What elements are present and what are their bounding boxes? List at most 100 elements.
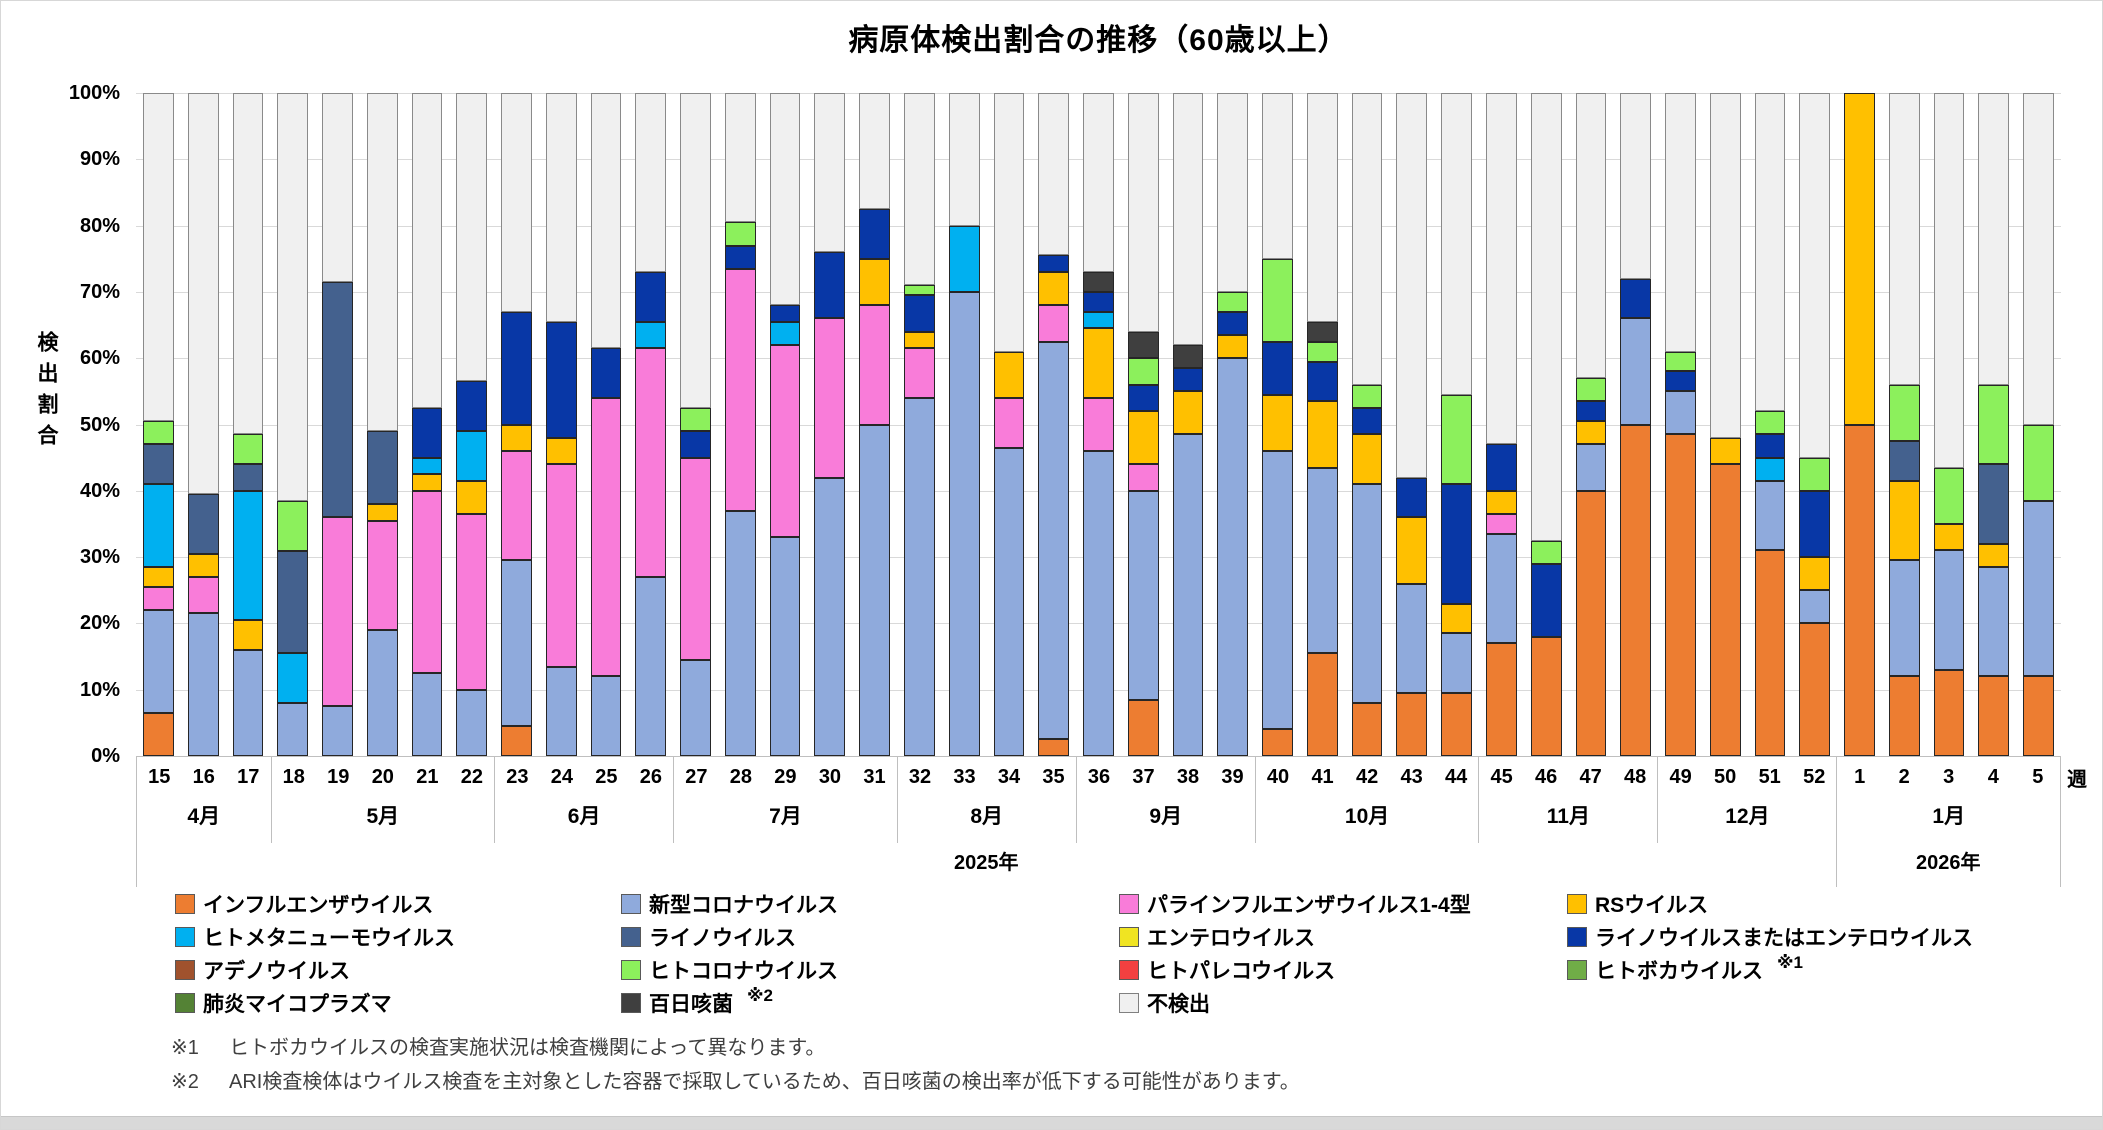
week-label-19: 19 xyxy=(327,765,350,788)
bar-week-23 xyxy=(494,93,539,756)
segment-flu xyxy=(1485,643,1517,756)
segment-rhino_entero xyxy=(1799,490,1831,558)
month-label-6月: 6月 xyxy=(567,805,601,828)
month-group-7月: 27 28 29 30 31 7月 xyxy=(673,757,897,843)
segment-rs xyxy=(501,424,532,452)
segment-covid xyxy=(1083,451,1114,756)
week-numbers: 40 41 42 43 44 xyxy=(1256,757,1479,797)
segment-para xyxy=(1127,464,1159,491)
segment-para xyxy=(501,451,532,561)
segment-covid xyxy=(1441,633,1472,694)
segment-none xyxy=(859,93,891,210)
y-tick-0: 0% xyxy=(91,745,120,767)
segment-rs xyxy=(1709,437,1741,465)
segment-hcov xyxy=(1754,411,1786,435)
segment-rhino_entero xyxy=(1083,291,1114,312)
segment-rhino xyxy=(1888,441,1920,481)
segment-none xyxy=(456,93,488,382)
stacked-bar xyxy=(411,93,443,756)
segment-none xyxy=(635,93,667,273)
segment-para xyxy=(411,490,443,674)
week-label-42: 42 xyxy=(1355,765,1379,788)
segment-none xyxy=(1441,93,1472,395)
legend-label-boca: ヒトボカウイルス xyxy=(1595,959,1763,983)
legend-note-boca: ※1 xyxy=(1777,952,1803,972)
segment-none xyxy=(1351,93,1383,385)
segment-flu xyxy=(1888,676,1920,756)
stacked-bar xyxy=(993,93,1025,756)
segment-flu xyxy=(1709,464,1741,756)
segment-rhino xyxy=(322,281,353,518)
segment-none xyxy=(993,93,1025,352)
segment-none xyxy=(1396,93,1428,478)
segment-rhino_entero xyxy=(545,321,577,438)
stacked-bar xyxy=(1620,93,1652,756)
segment-covid xyxy=(904,397,935,756)
segment-para xyxy=(1038,305,1070,342)
bar-week-27 xyxy=(673,93,718,756)
segment-covid xyxy=(456,689,488,756)
week-label-25: 25 xyxy=(595,765,618,788)
legend-swatch-pert xyxy=(621,992,641,1013)
bar-week-25 xyxy=(584,93,629,756)
segment-hcov xyxy=(724,222,756,246)
legend-label-none: 不検出 xyxy=(1147,992,1210,1016)
segment-none xyxy=(1799,93,1831,458)
stacked-bar xyxy=(1933,93,1965,756)
segment-hcov xyxy=(1665,351,1696,372)
legend-item-pert: 百日咳菌 ※2 xyxy=(621,986,1119,1019)
segment-hcov xyxy=(1799,457,1831,491)
segment-rhino_entero xyxy=(590,348,622,398)
bar-week-32 xyxy=(897,93,942,756)
bar-week-39 xyxy=(1210,93,1255,756)
legend-label-rs: RSウイルス xyxy=(1595,893,1709,917)
month-group-12月: 49 50 51 52 12月 xyxy=(1657,757,1836,843)
segment-para xyxy=(1083,398,1114,452)
stacked-bar xyxy=(1665,93,1696,756)
stacked-bar xyxy=(1441,93,1472,756)
legend-label-adeno: アデノウイルス xyxy=(203,959,350,983)
y-tick-100: 100% xyxy=(68,82,120,104)
segment-rs xyxy=(366,504,398,521)
segment-none xyxy=(143,93,174,422)
legend-label-hcov: ヒトコロナウイルス xyxy=(649,959,838,983)
segment-para xyxy=(187,577,219,614)
segment-flu xyxy=(1038,739,1070,756)
segment-hmpv xyxy=(456,431,488,481)
x-axis-year-row: 2025年 2026年 xyxy=(136,843,2061,887)
week-label-31: 31 xyxy=(863,765,886,788)
segment-covid xyxy=(1888,560,1920,677)
stacked-bar xyxy=(724,93,756,756)
segment-hcov xyxy=(277,500,309,551)
stacked-bar xyxy=(232,93,264,756)
bar-week-31 xyxy=(852,93,897,756)
week-label-49: 49 xyxy=(1669,765,1692,788)
segment-none xyxy=(948,93,980,226)
bars-container xyxy=(136,93,2061,756)
bar-week-47 xyxy=(1569,93,1614,756)
legend-swatch-boca xyxy=(1567,959,1587,980)
segment-rhino_entero xyxy=(1172,368,1204,392)
segment-rhino_entero xyxy=(1530,563,1562,637)
bar-week-30 xyxy=(807,93,852,756)
segment-covid xyxy=(545,666,577,756)
segment-covid xyxy=(1575,444,1607,491)
segment-hcov xyxy=(1888,384,1920,442)
stacked-bar xyxy=(680,93,711,756)
stacked-bar xyxy=(1083,93,1114,756)
legend-item-para: パラインフルエンザウイルス1-4型 xyxy=(1119,887,1567,920)
week-label-21: 21 xyxy=(416,765,439,788)
segment-pert xyxy=(1083,272,1114,292)
segment-hmpv xyxy=(769,321,801,345)
segment-hcov xyxy=(1441,394,1472,485)
stacked-bar xyxy=(1351,93,1383,756)
segment-rhino_entero xyxy=(769,305,801,322)
footnote-2-text: ARI検査検体はウイルス検査を主対象とした容器で採取しているため、百日咳菌の検出… xyxy=(229,1071,1300,1093)
week-label-32: 32 xyxy=(908,765,932,788)
month-group-1月: 1 2 3 4 5 1月 xyxy=(1836,757,2062,843)
week-label-20: 20 xyxy=(371,765,394,788)
footnote-1: ※1 ヒトボカウイルスの検査実施状況は検査機関によって異なります。 xyxy=(171,1031,1300,1065)
segment-rhino_entero xyxy=(1038,255,1070,273)
week-label-48: 48 xyxy=(1624,765,1647,788)
segment-rhino_entero xyxy=(1754,434,1786,458)
